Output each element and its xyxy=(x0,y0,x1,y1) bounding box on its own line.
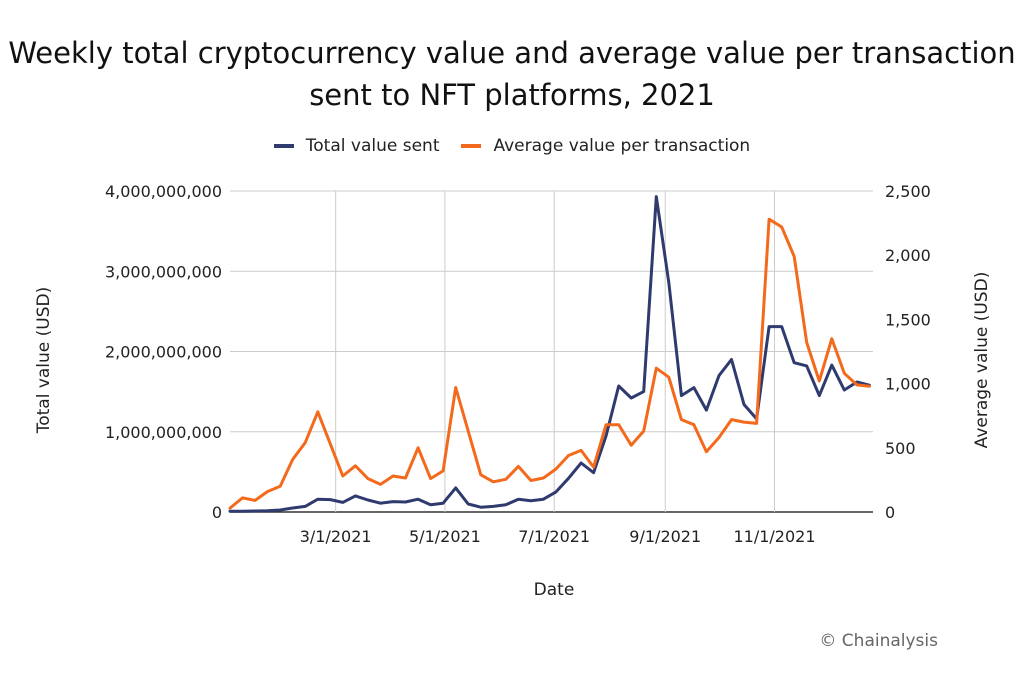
legend-item-average-value: Average value per transaction xyxy=(461,136,750,156)
x-axis-title: Date xyxy=(533,580,575,600)
gridlines xyxy=(230,190,873,513)
y-tick-label-left: 1,000,000,000 xyxy=(105,423,222,442)
series-line-average-value xyxy=(228,217,871,510)
legend: Total value sent Average value per trans… xyxy=(0,136,1024,156)
credit-text: © Chainalysis xyxy=(819,631,938,651)
series-lines xyxy=(228,195,871,513)
legend-swatch-average-value xyxy=(461,144,482,148)
y-tick-label-right: 500 xyxy=(885,439,916,458)
y-tick-label-left: 2,000,000,000 xyxy=(105,343,222,362)
x-tick-label: 7/1/2021 xyxy=(518,527,590,546)
x-tick-label: 3/1/2021 xyxy=(300,527,372,546)
legend-label-average-value: Average value per transaction xyxy=(493,136,751,156)
y-axis-title-left: Total value (USD) xyxy=(34,286,54,434)
y-tick-label-right: 2,000 xyxy=(885,246,931,265)
y-tick-label-right: 1,500 xyxy=(885,310,931,329)
y-tick-label-right: 2,500 xyxy=(885,182,931,201)
chart-title: Weekly total cryptocurrency value and av… xyxy=(8,36,1016,112)
y-tick-label-right: 1,000 xyxy=(885,375,931,394)
x-tick-label: 11/1/2021 xyxy=(733,527,815,546)
x-tick-label: 5/1/2021 xyxy=(409,527,481,546)
legend-label-total-value: Total value sent xyxy=(305,136,440,156)
y-axis-title-right: Average value (USD) xyxy=(972,271,992,449)
y-tick-label-left: 4,000,000,000 xyxy=(105,182,222,201)
legend-item-total-value: Total value sent xyxy=(273,136,440,156)
y-tick-label-left: 0 xyxy=(212,503,222,522)
y-tick-label-right: 0 xyxy=(885,503,895,522)
x-tick-label: 9/1/2021 xyxy=(629,527,701,546)
series-line-total-value xyxy=(228,195,871,513)
legend-swatch-total-value xyxy=(273,144,294,148)
y-tick-label-left: 3,000,000,000 xyxy=(105,262,222,281)
tick-labels: 0 1,000,000,000 2,000,000,000 3,000,000,000… xyxy=(105,182,931,546)
